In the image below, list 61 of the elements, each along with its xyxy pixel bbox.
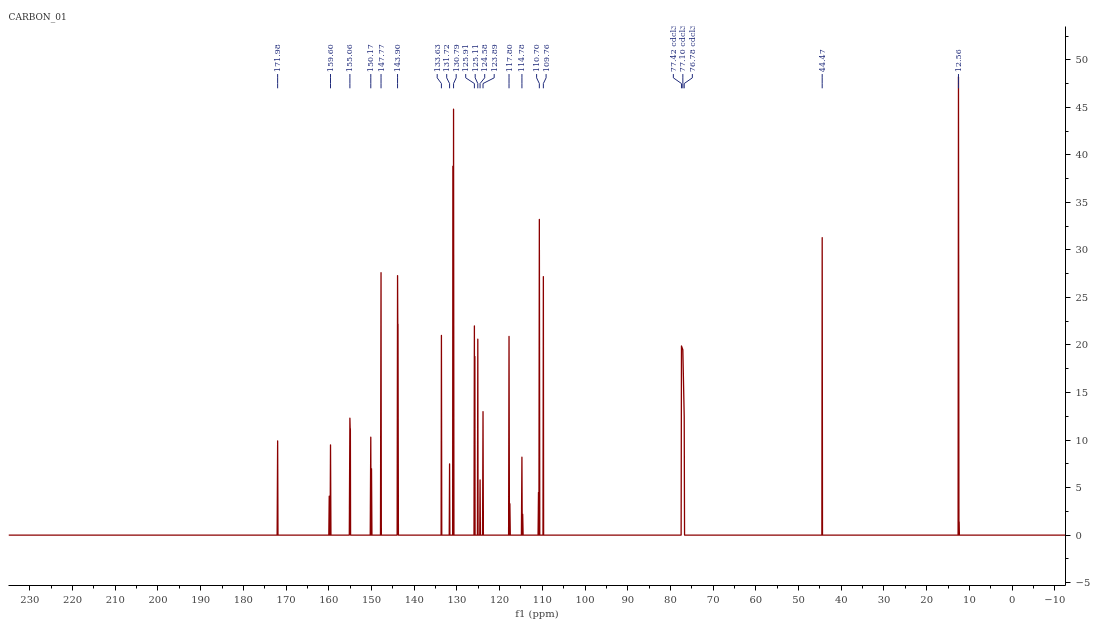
y-tick-label: 10: [1075, 434, 1089, 446]
x-tick-label: 70: [706, 593, 720, 605]
x-tick-label: 210: [105, 593, 125, 605]
x-tick-label: 80: [664, 593, 677, 605]
x-tick-label: 10: [963, 593, 976, 605]
x-tick-label: 60: [749, 593, 763, 605]
x-tick-label: 220: [63, 593, 83, 605]
y-tick-label: 30: [1075, 244, 1089, 256]
annotation: 124.58: [480, 44, 490, 73]
annotation: 131.72: [442, 44, 452, 73]
annotation: 133.63: [432, 44, 442, 73]
y-tick-label: 0: [1075, 529, 1082, 541]
x-axis-title: f1 (ppm): [515, 607, 559, 619]
annotation: 77.10 cdcl3: [678, 24, 688, 73]
annotation: 125.91: [461, 44, 471, 73]
x-tick-label: 30: [877, 593, 891, 605]
y-tick-label: 35: [1075, 196, 1089, 208]
y-tick-label: −5: [1075, 577, 1091, 589]
annotation: 130.79: [451, 44, 461, 73]
annotation: 159.60: [326, 44, 336, 73]
chart-title: CARBON_01: [8, 11, 67, 23]
x-tick-label: 50: [792, 593, 805, 605]
annotation: 143.90: [393, 44, 403, 73]
x-tick-label: 140: [404, 593, 424, 605]
x-tick-label: 110: [532, 593, 552, 605]
annotation: 125.11: [470, 44, 480, 73]
annotation: 44.47: [817, 49, 827, 73]
y-tick-label: 25: [1075, 291, 1089, 303]
annotation: 150.17: [366, 44, 376, 73]
y-tick-label: 15: [1075, 387, 1089, 399]
x-tick-label: 190: [191, 593, 211, 605]
y-tick-label: 45: [1075, 101, 1089, 113]
x-tick-label: 160: [319, 593, 339, 605]
x-tick-label: 120: [490, 593, 510, 605]
annotation: 117.80: [504, 44, 514, 73]
y-tick-label: 5: [1075, 482, 1082, 494]
annotation: 12.56: [953, 49, 963, 73]
y-tick-label: 20: [1075, 339, 1089, 351]
annotation: 147.77: [376, 44, 386, 73]
x-tick-label: 230: [20, 593, 40, 605]
annotation: 109.76: [541, 44, 551, 73]
x-tick-label: −10: [1044, 593, 1066, 605]
x-tick-label: 180: [233, 593, 253, 605]
annotation: 155.06: [345, 44, 355, 73]
annotation: 110.70: [532, 44, 542, 73]
x-tick-label: 130: [447, 593, 467, 605]
x-tick-label: 90: [621, 593, 635, 605]
x-tick-label: 0: [1008, 593, 1016, 605]
annotation: 76.78 cdcl3: [687, 24, 697, 73]
x-tick-label: 170: [276, 593, 296, 605]
x-tick-label: 200: [148, 593, 168, 605]
x-tick-label: 150: [361, 593, 382, 605]
y-tick-label: 40: [1075, 149, 1089, 161]
annotation: 77.42 cdcl3: [668, 24, 678, 73]
annotation: 114.78: [517, 44, 527, 73]
x-tick-label: 40: [834, 593, 848, 605]
x-tick-label: 100: [575, 593, 595, 605]
y-tick-label: 50: [1075, 54, 1089, 66]
x-tick-label: 20: [920, 593, 934, 605]
annotation: 123.89: [489, 44, 499, 73]
annotation: 171.98: [273, 44, 283, 73]
